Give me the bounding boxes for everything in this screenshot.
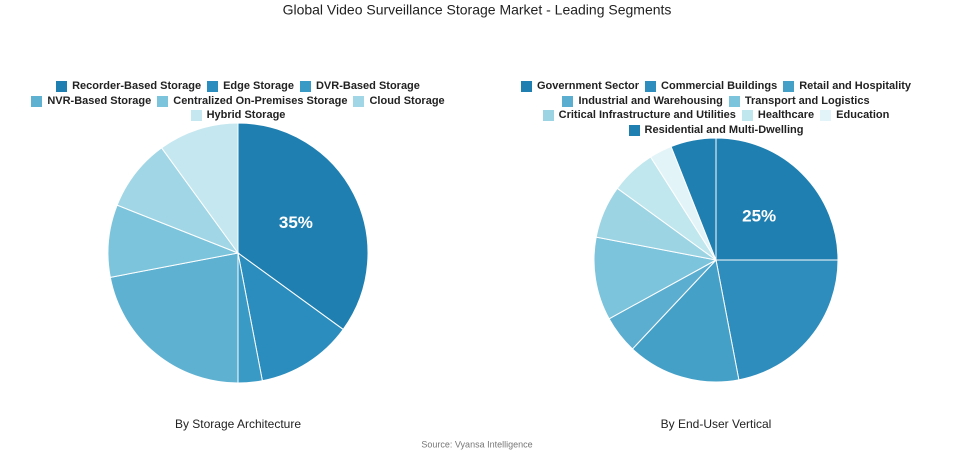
legend-swatch: [353, 95, 365, 107]
legend-swatch: [783, 81, 795, 93]
legend-swatch: [299, 81, 311, 93]
legend-label: Government Sector: [536, 80, 640, 92]
legend-item: Retail and Hospitality: [783, 80, 911, 94]
legend-label: Residential and Multi-Dwelling: [644, 123, 804, 136]
source: Source: Vyansa Intelligence: [421, 439, 532, 449]
legend-label: Transport and Logistics: [744, 94, 870, 107]
legend-swatch: [190, 110, 202, 122]
legend-item: Government Sector: [520, 80, 640, 94]
legend-label: Hybrid Storage: [206, 109, 286, 121]
legend-label: DVR-Based Storage: [315, 80, 420, 92]
pie-slice: [715, 137, 839, 261]
legend: Government Sector Commercial Buildings Ret…: [500, 80, 932, 137]
legend-label: Cloud Storage: [369, 94, 445, 107]
pie-slice: [160, 122, 239, 255]
legend-label: Commercial Buildings: [661, 80, 778, 92]
legend-swatch: [820, 110, 832, 122]
legend-item: Centralized On-Premises Storage: [157, 95, 347, 109]
legend-swatch: [728, 95, 740, 107]
legend-item: Critical Infrastructure and Utilities: [542, 109, 736, 123]
pie-slice: [715, 259, 839, 381]
pie-slice: [593, 236, 718, 320]
legend-item: Cloud Storage: [353, 94, 445, 109]
legend-label: Healthcare: [757, 109, 815, 121]
legend-item: NVR-Based Storage: [31, 95, 151, 109]
legend-swatch: [562, 95, 574, 107]
legend-label: Centralized On-Premises Storage: [173, 94, 348, 107]
legend-label: Education: [836, 109, 890, 121]
pie-slice: [631, 258, 740, 383]
legend-item: Residential and Multi-Dwelling: [628, 123, 804, 138]
legend-swatch: [31, 95, 43, 107]
legend-label: Recorder-Based Storage: [72, 80, 202, 92]
legend-swatch: [628, 124, 640, 136]
chart-title: Global Video Surveillance Storage Market…: [283, 2, 672, 18]
legend-item: Hybrid Storage: [190, 109, 286, 123]
data-label: 35%: [279, 213, 313, 232]
legend-item: DVR-Based Storage: [299, 80, 420, 94]
legend-item: Transport and Logistics: [728, 94, 870, 109]
legend: Recorder-Based Storage Edge Storage DVR-Ba…: [18, 80, 458, 123]
pie-slice: [237, 251, 344, 382]
legend-item: Industrial and Warehousing: [562, 94, 723, 109]
legend-swatch: [542, 110, 554, 122]
pie-slice: [109, 252, 239, 384]
data-label: 25%: [742, 206, 776, 225]
legend-label: NVR-Based Storage: [47, 94, 152, 107]
legend-label: Industrial and Warehousing: [578, 94, 723, 107]
legend-swatch: [157, 95, 169, 107]
pie-slice: [237, 122, 369, 331]
legend-item: Edge Storage: [207, 80, 294, 94]
chart-subtitle: By Storage Architecture: [175, 417, 301, 431]
legend-label: Edge Storage: [223, 80, 294, 92]
legend-swatch: [645, 81, 657, 93]
legend-item: Commercial Buildings: [645, 80, 777, 94]
legend-item: Recorder-Based Storage: [56, 80, 201, 94]
legend-swatch: [207, 81, 219, 93]
legend-label: Retail and Hospitality: [799, 80, 912, 92]
legend-item: Education: [820, 109, 889, 123]
legend-swatch: [56, 81, 68, 93]
pie-slice: [670, 137, 717, 261]
legend-item: Healthcare: [741, 109, 815, 123]
legend-label: Critical Infrastructure and Utilities: [558, 109, 736, 121]
chart-subtitle: By End-User Vertical: [661, 417, 772, 431]
legend-swatch: [741, 110, 753, 122]
legend-swatch: [520, 81, 532, 93]
